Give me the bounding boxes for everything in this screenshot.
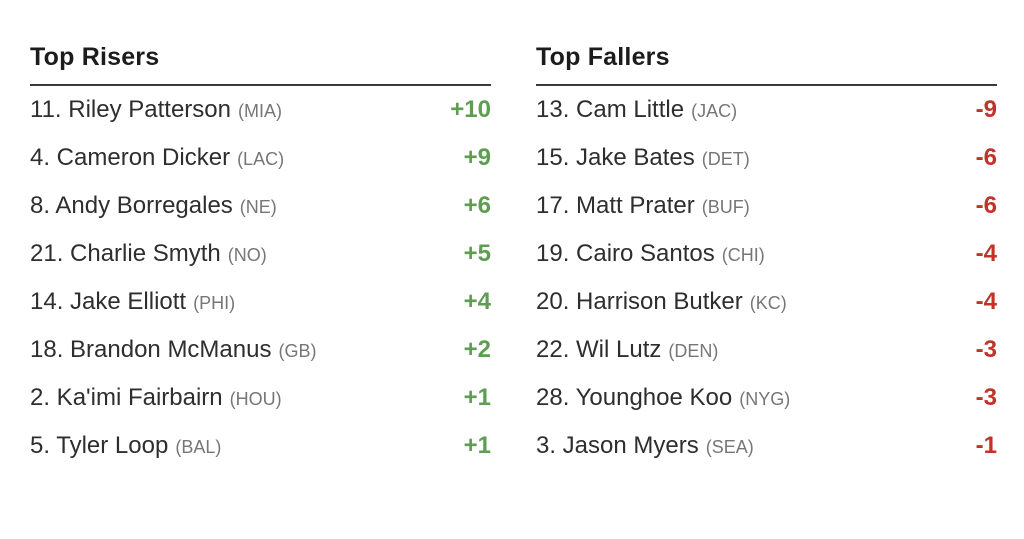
rank-change-value: -4 — [975, 288, 997, 315]
player: 8. Andy Borregales (NE) — [30, 192, 277, 220]
player-name: 11. Riley Patterson — [30, 96, 231, 123]
rank-change-value: -6 — [975, 192, 997, 219]
rank-change-value: -6 — [975, 144, 997, 171]
player-name: 8. Andy Borregales — [30, 192, 233, 219]
player: 5. Tyler Loop (BAL) — [30, 432, 221, 460]
team-abbreviation: (PHI) — [193, 293, 236, 313]
top-risers-title: Top Risers — [30, 42, 491, 86]
list-item: 17. Matt Prater (BUF) -6 — [536, 182, 997, 230]
team-abbreviation: (NYG) — [739, 389, 791, 409]
top-fallers-list: 13. Cam Little (JAC) -9 15. Jake Bates (DE… — [536, 86, 997, 470]
list-item: 22. Wil Lutz (DEN) -3 — [536, 326, 997, 374]
list-item: 19. Cairo Santos (CHI) -4 — [536, 230, 997, 278]
player: 15. Jake Bates (DET) — [536, 144, 750, 172]
player: 3. Jason Myers (SEA) — [536, 432, 754, 460]
player: 4. Cameron Dicker (LAC) — [30, 144, 284, 172]
top-risers-column: Top Risers 11. Riley Patterson (MIA) +10 … — [30, 42, 491, 470]
team-abbreviation: (GB) — [278, 341, 317, 361]
team-abbreviation: (DEN) — [668, 341, 719, 361]
rank-change-value: -4 — [975, 240, 997, 267]
list-item: 3. Jason Myers (SEA) -1 — [536, 422, 997, 470]
player: 14. Jake Elliott (PHI) — [30, 288, 235, 316]
player: 18. Brandon McManus (GB) — [30, 336, 316, 364]
player: 11. Riley Patterson (MIA) — [30, 96, 282, 124]
top-risers-list: 11. Riley Patterson (MIA) +10 4. Cameron … — [30, 86, 491, 470]
player-name: 21. Charlie Smyth — [30, 240, 221, 267]
team-abbreviation: (KC) — [749, 293, 787, 313]
list-item: 11. Riley Patterson (MIA) +10 — [30, 86, 491, 134]
rank-change-value: +10 — [450, 96, 491, 123]
list-item: 18. Brandon McManus (GB) +2 — [30, 326, 491, 374]
player-name: 28. Younghoe Koo — [536, 384, 733, 411]
list-item: 4. Cameron Dicker (LAC) +9 — [30, 134, 491, 182]
team-abbreviation: (MIA) — [238, 101, 282, 121]
player-name: 5. Tyler Loop — [30, 432, 169, 459]
player: 21. Charlie Smyth (NO) — [30, 240, 267, 268]
list-item: 5. Tyler Loop (BAL) +1 — [30, 422, 491, 470]
player-name: 4. Cameron Dicker — [30, 144, 231, 171]
player-name: 17. Matt Prater — [536, 192, 695, 219]
rank-change-value: -3 — [975, 336, 997, 363]
player: 17. Matt Prater (BUF) — [536, 192, 750, 220]
rank-change-value: +9 — [463, 144, 491, 171]
team-abbreviation: (NE) — [239, 197, 277, 217]
list-item: 2. Ka'imi Fairbairn (HOU) +1 — [30, 374, 491, 422]
rank-change-value: -9 — [975, 96, 997, 123]
list-item: 15. Jake Bates (DET) -6 — [536, 134, 997, 182]
team-abbreviation: (SEA) — [705, 437, 754, 457]
top-fallers-column: Top Fallers 13. Cam Little (JAC) -9 15. J… — [536, 42, 997, 470]
list-item: 21. Charlie Smyth (NO) +5 — [30, 230, 491, 278]
team-abbreviation: (CHI) — [721, 245, 765, 265]
player-name: 2. Ka'imi Fairbairn — [30, 384, 223, 411]
top-fallers-title: Top Fallers — [536, 42, 997, 86]
rank-change-value: -3 — [975, 384, 997, 411]
player: 28. Younghoe Koo (NYG) — [536, 384, 790, 412]
rank-change-value: +1 — [463, 432, 491, 459]
player: 2. Ka'imi Fairbairn (HOU) — [30, 384, 282, 412]
list-item: 13. Cam Little (JAC) -9 — [536, 86, 997, 134]
team-abbreviation: (DET) — [701, 149, 750, 169]
player: 22. Wil Lutz (DEN) — [536, 336, 718, 364]
player-name: 20. Harrison Butker — [536, 288, 743, 315]
rank-change-value: +1 — [463, 384, 491, 411]
player-name: 22. Wil Lutz — [536, 336, 662, 363]
team-abbreviation: (LAC) — [237, 149, 285, 169]
player-name: 15. Jake Bates — [536, 144, 695, 171]
list-item: 20. Harrison Butker (KC) -4 — [536, 278, 997, 326]
rank-change-value: +2 — [463, 336, 491, 363]
team-abbreviation: (NO) — [227, 245, 267, 265]
list-item: 28. Younghoe Koo (NYG) -3 — [536, 374, 997, 422]
rank-change-value: +6 — [463, 192, 491, 219]
player: 19. Cairo Santos (CHI) — [536, 240, 765, 268]
movers-board: Top Risers 11. Riley Patterson (MIA) +10 … — [30, 42, 997, 470]
player-name: 19. Cairo Santos — [536, 240, 715, 267]
rank-change-value: -1 — [975, 432, 997, 459]
list-item: 8. Andy Borregales (NE) +6 — [30, 182, 491, 230]
team-abbreviation: (BUF) — [701, 197, 750, 217]
player-name: 13. Cam Little — [536, 96, 685, 123]
player-name: 18. Brandon McManus — [30, 336, 272, 363]
team-abbreviation: (JAC) — [691, 101, 738, 121]
team-abbreviation: (BAL) — [175, 437, 222, 457]
list-item: 14. Jake Elliott (PHI) +4 — [30, 278, 491, 326]
player-name: 3. Jason Myers — [536, 432, 699, 459]
player: 13. Cam Little (JAC) — [536, 96, 737, 124]
player-name: 14. Jake Elliott — [30, 288, 187, 315]
rank-change-value: +4 — [463, 288, 491, 315]
rank-change-value: +5 — [463, 240, 491, 267]
team-abbreviation: (HOU) — [229, 389, 282, 409]
player: 20. Harrison Butker (KC) — [536, 288, 787, 316]
